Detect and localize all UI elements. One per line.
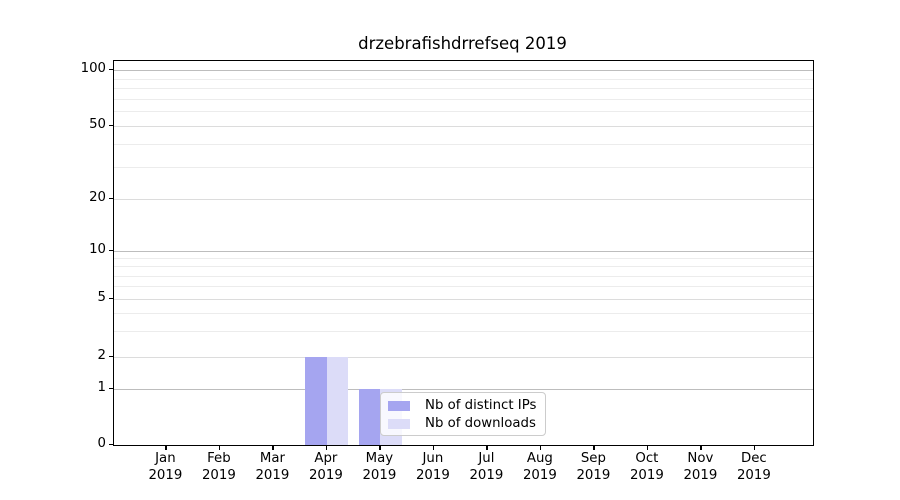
x-tick-mark bbox=[753, 445, 756, 450]
gridline-minor bbox=[114, 78, 813, 80]
legend-item: Nb of downloads bbox=[388, 416, 537, 431]
y-tick-mark bbox=[109, 298, 113, 300]
x-tick-mark bbox=[165, 445, 167, 450]
legend-label: Nb of downloads bbox=[425, 416, 536, 431]
y-tick-label: 0 bbox=[97, 436, 106, 451]
x-tick-mark bbox=[432, 445, 435, 450]
gridline-minor bbox=[114, 275, 813, 277]
gridline-minor bbox=[114, 331, 813, 333]
gridline-minor bbox=[114, 98, 813, 100]
x-tick-label: Jun 2019 bbox=[415, 451, 450, 483]
y-tick-label: 100 bbox=[80, 60, 106, 76]
gridline-mid bbox=[114, 299, 813, 300]
x-tick-label: Nov 2019 bbox=[683, 451, 718, 483]
chart-title: drzebrafishdrrefseq 2019 bbox=[358, 34, 567, 53]
y-tick-mark bbox=[109, 68, 113, 71]
x-tick-label: Mar 2019 bbox=[255, 451, 290, 483]
gridline-minor bbox=[114, 88, 813, 90]
y-tick-mark bbox=[109, 125, 113, 127]
y-tick-mark bbox=[109, 250, 113, 252]
x-tick-label: Oct 2019 bbox=[629, 451, 664, 483]
x-tick-mark bbox=[593, 445, 595, 450]
y-tick-label: 1 bbox=[97, 380, 106, 395]
legend-item: Nb of distinct IPs bbox=[388, 398, 537, 413]
x-tick-mark bbox=[539, 445, 542, 450]
x-tick-mark bbox=[486, 445, 488, 450]
x-tick-label: Jan 2019 bbox=[148, 451, 183, 483]
x-tick-label: Aug 2019 bbox=[522, 451, 557, 483]
gridline-minor bbox=[114, 111, 813, 113]
gridline-mid bbox=[114, 356, 813, 358]
gridline-major bbox=[114, 389, 813, 390]
x-tick-mark bbox=[272, 445, 274, 450]
plot-area bbox=[113, 60, 814, 446]
y-tick-label: 20 bbox=[89, 190, 106, 205]
x-tick-label: Sep 2019 bbox=[576, 451, 611, 483]
x-tick-mark bbox=[646, 445, 649, 450]
gridline-mid bbox=[114, 126, 813, 127]
gridline-minor bbox=[114, 143, 813, 145]
x-tick-label: Dec 2019 bbox=[736, 451, 771, 483]
y-tick-mark bbox=[109, 388, 113, 390]
gridline-minor bbox=[114, 313, 813, 315]
y-tick-mark bbox=[109, 198, 113, 200]
y-tick-mark bbox=[109, 355, 113, 358]
gridline-major bbox=[114, 69, 813, 71]
bar-downloads bbox=[326, 356, 349, 445]
gridline-mid bbox=[114, 199, 813, 200]
gridline-major bbox=[114, 251, 813, 252]
gridline-minor bbox=[114, 258, 813, 260]
x-tick-mark bbox=[218, 445, 221, 450]
gridline-minor bbox=[114, 286, 813, 288]
y-tick-label: 5 bbox=[97, 290, 106, 305]
gridline-minor bbox=[114, 266, 813, 268]
bar-distinct-ips bbox=[358, 389, 381, 445]
x-tick-mark bbox=[700, 445, 702, 450]
x-tick-label: May 2019 bbox=[362, 451, 397, 483]
bar-distinct-ips bbox=[305, 356, 327, 445]
legend: Nb of distinct IPs Nb of downloads bbox=[380, 392, 546, 436]
y-tick-label: 10 bbox=[89, 242, 106, 257]
legend-swatch-distinct-ips bbox=[388, 400, 410, 411]
legend-label: Nb of distinct IPs bbox=[425, 398, 537, 413]
y-tick-label: 2 bbox=[97, 347, 106, 363]
x-tick-label: Apr 2019 bbox=[308, 451, 343, 483]
x-tick-label: Feb 2019 bbox=[201, 451, 236, 483]
y-axis-tick-labels: 100 50 20 10 5 2 1 0 bbox=[0, 0, 106, 500]
x-tick-mark bbox=[325, 445, 328, 450]
legend-swatch-downloads bbox=[388, 418, 410, 429]
y-tick-mark bbox=[109, 444, 113, 446]
x-tick-label: Jul 2019 bbox=[469, 451, 504, 483]
y-tick-label: 50 bbox=[89, 117, 106, 132]
gridline-minor bbox=[114, 166, 813, 168]
x-tick-mark bbox=[379, 445, 381, 450]
